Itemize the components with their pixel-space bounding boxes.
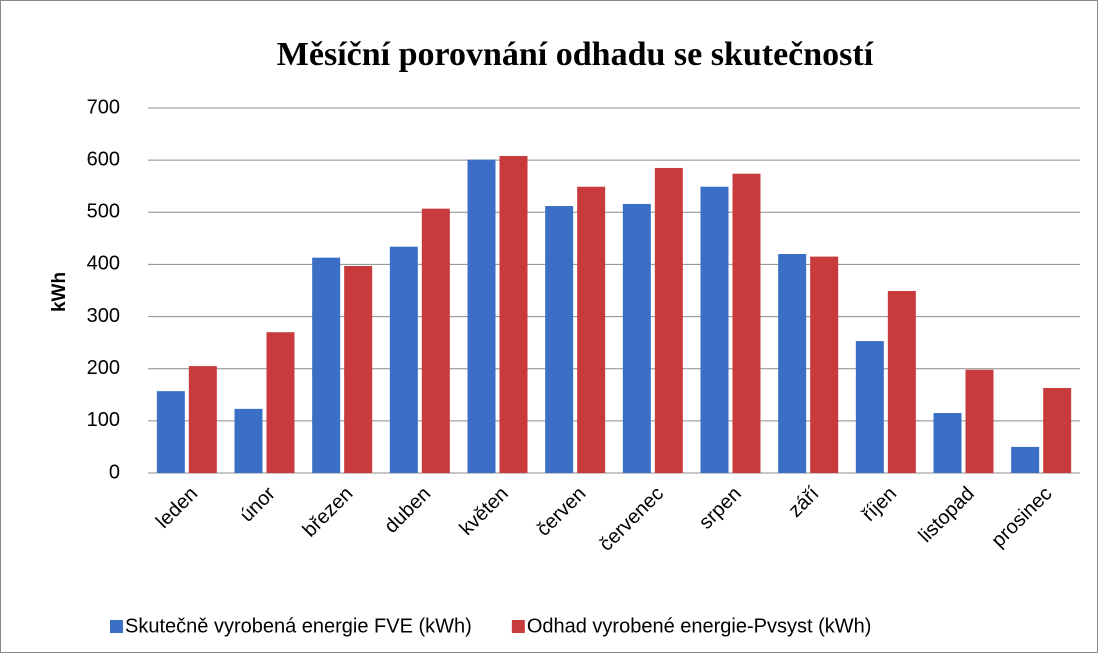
bar — [965, 369, 994, 473]
y-tick-label: 200 — [87, 357, 120, 379]
y-tick-label: 700 — [87, 96, 120, 118]
bar — [312, 257, 341, 473]
bar — [855, 341, 884, 473]
legend-swatch — [511, 620, 525, 633]
bar — [389, 246, 418, 473]
bar — [234, 408, 263, 473]
bar — [887, 291, 916, 473]
bar — [933, 413, 962, 473]
bar — [499, 155, 528, 473]
legend-label: Skutečně vyrobená energie FVE (kWh) — [125, 615, 472, 637]
bar — [700, 186, 729, 473]
bar — [732, 173, 761, 473]
bar — [344, 265, 373, 473]
bar — [545, 206, 574, 473]
y-tick-label: 600 — [87, 148, 120, 170]
bar — [467, 159, 496, 473]
bar — [1043, 388, 1072, 473]
y-tick-label: 100 — [87, 409, 120, 431]
bar — [577, 186, 606, 473]
bar — [156, 391, 185, 473]
bar — [778, 254, 807, 473]
bar — [810, 256, 839, 473]
y-tick-label: 400 — [87, 253, 120, 275]
y-tick-label: 0 — [109, 461, 120, 483]
legend-label: Odhad vyrobené energie-Pvsyst (kWh) — [527, 615, 872, 637]
y-tick-label: 500 — [87, 201, 120, 223]
chart-title: Měsíční porovnání odhadu se skutečností — [277, 36, 874, 73]
bar — [654, 167, 683, 473]
legend-swatch — [110, 620, 123, 633]
bar — [622, 203, 651, 473]
bar — [421, 208, 450, 473]
bar — [266, 332, 295, 473]
y-tick-label: 300 — [87, 305, 120, 327]
y-axis-label: kWh — [49, 272, 70, 312]
bar — [1011, 446, 1040, 473]
bar — [188, 366, 217, 473]
